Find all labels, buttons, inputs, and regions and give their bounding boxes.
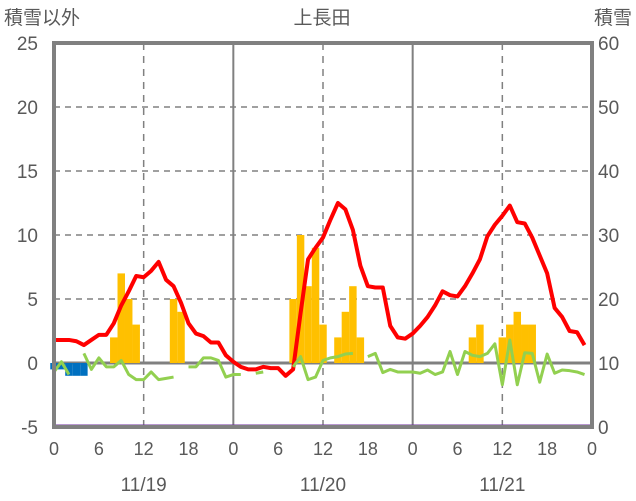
yellow-bar <box>513 311 522 363</box>
x-tick: 6 <box>273 439 283 459</box>
x-tick: 12 <box>313 439 333 459</box>
x-tick: 0 <box>587 439 597 459</box>
y-tick-right: 50 <box>598 98 619 119</box>
x-tick: 0 <box>228 439 238 459</box>
x-tick: 18 <box>358 439 378 459</box>
date-label: 11/20 <box>300 475 346 496</box>
y-tick-right: 30 <box>598 226 619 247</box>
y-tick-left: 0 <box>27 354 38 375</box>
yellow-bar <box>468 337 477 363</box>
blue-bar <box>57 363 66 370</box>
x-tick: 0 <box>49 439 59 459</box>
blue-bar <box>80 363 88 376</box>
y-tick-right: 40 <box>598 162 619 183</box>
blue-bar <box>72 363 81 376</box>
y-tick-right: 60 <box>598 34 619 55</box>
yellow-bar <box>289 299 297 363</box>
yellow-bar <box>528 324 536 363</box>
yellow-bar <box>356 337 365 363</box>
x-tick: 18 <box>178 439 198 459</box>
green-line <box>291 351 354 382</box>
green-line <box>255 370 264 375</box>
yellow-bar <box>498 337 507 363</box>
chart-title: 上長田 <box>293 7 350 29</box>
frame <box>52 41 594 429</box>
x-tick: 6 <box>452 439 462 459</box>
green-line <box>82 352 174 382</box>
yellow-bar <box>132 324 140 363</box>
yellow-bar <box>311 247 320 363</box>
yellow-bar <box>319 324 327 363</box>
y-tick-left: 15 <box>17 162 38 183</box>
y-tick-left: 25 <box>17 34 38 55</box>
yellow-bar <box>334 337 342 363</box>
x-tick: 6 <box>94 439 104 459</box>
green-line <box>367 338 586 387</box>
bars <box>50 235 536 376</box>
yellow-bar <box>341 311 350 363</box>
yellow-bar <box>349 286 357 363</box>
plot-frame <box>52 41 594 429</box>
y-tick-right: 10 <box>598 354 619 375</box>
x-tick: 18 <box>537 439 557 459</box>
green-line <box>52 360 71 376</box>
blue-bar <box>65 363 73 376</box>
y-tick-right: 0 <box>598 418 609 439</box>
y-tick-left: 10 <box>17 226 38 247</box>
green-line <box>188 356 241 379</box>
yellow-bar <box>117 273 125 363</box>
y-tick-left: -5 <box>21 418 38 439</box>
y-tick-left: 20 <box>17 98 38 119</box>
yellow-bar <box>169 299 178 363</box>
red-line <box>54 201 587 378</box>
yellow-bar <box>124 299 133 363</box>
date-label: 11/21 <box>479 475 525 496</box>
x-tick: 0 <box>408 439 418 459</box>
lines <box>52 201 592 428</box>
x-tick: 12 <box>134 439 154 459</box>
yellow-bar <box>110 337 118 363</box>
yellow-bar <box>521 324 529 363</box>
date-label: 11/19 <box>121 475 167 496</box>
yellow-bar <box>304 286 312 363</box>
left-axis-label: 積雪以外 <box>4 7 80 29</box>
yellow-bar <box>177 311 185 363</box>
x-tick: 12 <box>492 439 512 459</box>
y-tick-right: 20 <box>598 290 619 311</box>
y-tick-left: 5 <box>27 290 38 311</box>
right-axis-label: 積雪 <box>594 7 632 29</box>
yellow-bar <box>476 324 484 363</box>
